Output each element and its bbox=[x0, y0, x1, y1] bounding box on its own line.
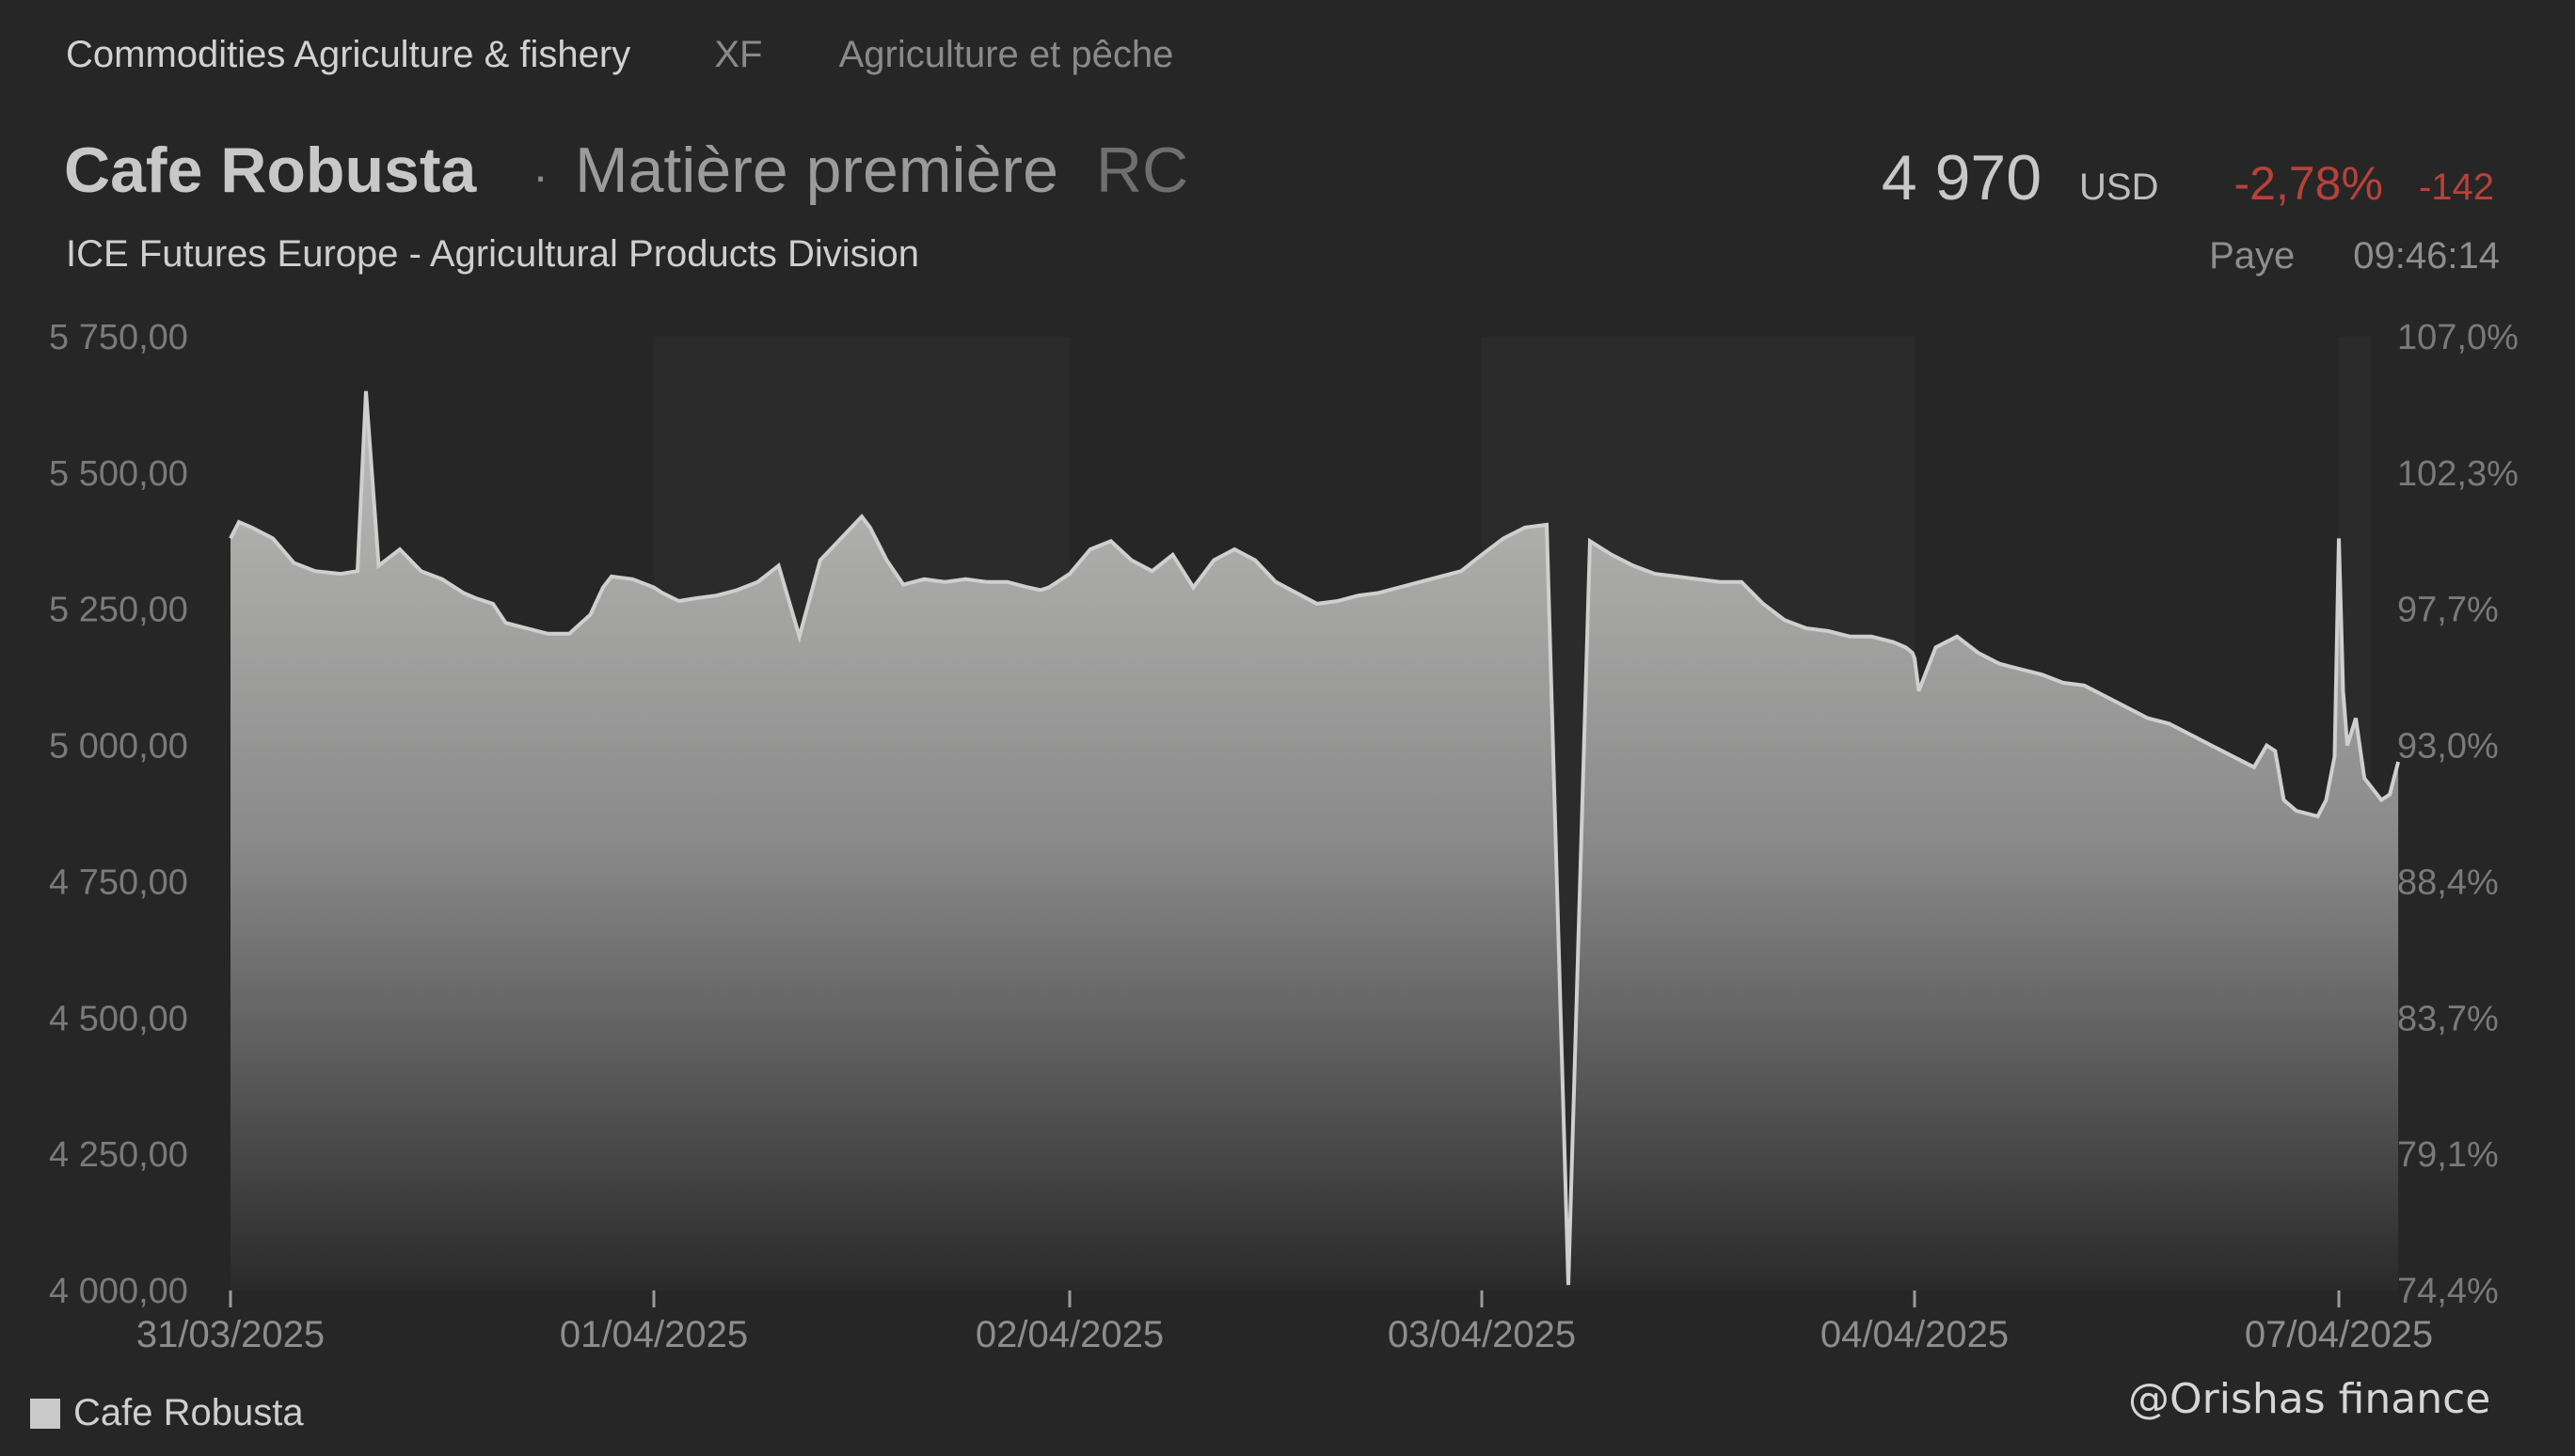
breadcrumb: Commodities Agriculture & fishery XF Agr… bbox=[66, 34, 1173, 76]
y2-tick-label: 97,7% bbox=[2397, 591, 2499, 630]
y-tick-label: 5 750,00 bbox=[49, 318, 188, 357]
y-tick-label: 5 000,00 bbox=[49, 727, 188, 767]
y2-tick-label: 79,1% bbox=[2397, 1135, 2499, 1175]
legend-swatch bbox=[30, 1398, 60, 1429]
breadcrumb-category[interactable]: Commodities Agriculture & fishery bbox=[66, 34, 631, 75]
quote-block: 4 970 USD -2,78% -142 bbox=[1882, 141, 2494, 214]
x-tick-label: 04/04/2025 bbox=[1820, 1314, 2009, 1355]
x-tick-label: 03/04/2025 bbox=[1388, 1314, 1576, 1355]
y2-tick-label: 74,4% bbox=[2397, 1272, 2499, 1311]
x-tick-label: 07/04/2025 bbox=[2245, 1314, 2433, 1355]
y2-tick-label: 93,0% bbox=[2397, 727, 2499, 767]
y-tick-label: 4 750,00 bbox=[49, 863, 188, 902]
watermark: @Orishas finance bbox=[2128, 1375, 2491, 1423]
price-area bbox=[230, 390, 2399, 1290]
market-status: Paye bbox=[2209, 235, 2296, 277]
quote-status: Paye 09:46:14 bbox=[2209, 235, 2500, 277]
breadcrumb-code[interactable]: XF bbox=[714, 34, 763, 75]
change-absolute: -142 bbox=[2418, 166, 2494, 208]
price-line bbox=[229, 390, 2401, 1286]
x-tick-label: 31/03/2025 bbox=[136, 1314, 325, 1355]
instrument-code: RC bbox=[1095, 135, 1189, 206]
x-tick-label: 01/04/2025 bbox=[560, 1314, 748, 1355]
title-separator: · bbox=[532, 150, 548, 202]
y2-tick-label: 83,7% bbox=[2397, 999, 2499, 1038]
x-tick-label: 02/04/2025 bbox=[976, 1314, 1164, 1355]
y-tick-label: 5 250,00 bbox=[49, 591, 188, 630]
y-tick-label: 4 500,00 bbox=[49, 999, 188, 1038]
y2-tick-label: 102,3% bbox=[2397, 454, 2519, 494]
legend-label: Cafe Robusta bbox=[73, 1392, 304, 1433]
breadcrumb-french[interactable]: Agriculture et pêche bbox=[838, 34, 1174, 75]
chart-legend[interactable]: Cafe Robusta bbox=[30, 1392, 304, 1434]
y-tick-label: 4 250,00 bbox=[49, 1135, 188, 1175]
instrument-name: Cafe Robusta bbox=[64, 135, 477, 206]
y-tick-label: 5 500,00 bbox=[49, 454, 188, 494]
last-price: 4 970 bbox=[1881, 142, 2043, 214]
instrument-title: Cafe Robusta · Matière première RC bbox=[64, 134, 1188, 207]
change-percent: -2,78% bbox=[2233, 157, 2383, 210]
exchange-name: ICE Futures Europe - Agricultural Produc… bbox=[66, 233, 920, 275]
instrument-type: Matière première bbox=[574, 135, 1058, 206]
currency: USD bbox=[2079, 166, 2159, 208]
quote-time: 09:46:14 bbox=[2353, 235, 2500, 277]
y2-tick-label: 107,0% bbox=[2397, 318, 2519, 357]
y-tick-label: 4 000,00 bbox=[49, 1272, 188, 1311]
y2-tick-label: 88,4% bbox=[2397, 863, 2499, 902]
